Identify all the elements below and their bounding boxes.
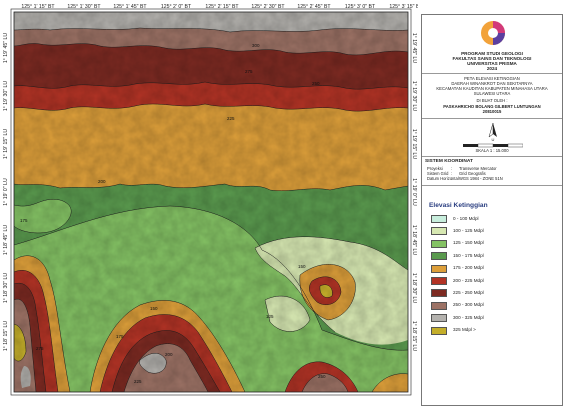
legend-swatch [431, 215, 447, 223]
map-neatline [13, 11, 409, 393]
contour-label: 125 [266, 314, 274, 319]
legend-swatch [431, 239, 447, 248]
legend-label: 125 - 150 Mdpl [453, 240, 484, 246]
contour-label: 300 [252, 43, 260, 48]
legend-label: 225 - 250 Mdpl [453, 289, 484, 295]
right-tick-label: 1° 19' 0" LU [411, 178, 417, 206]
map-title-line-4: SULAWESI UTARA [473, 91, 511, 96]
scale-text: SKALA 1 : 15.000 [475, 148, 509, 153]
north-label: U [492, 137, 495, 141]
left-tick-label: 1° 18' 45" LU [3, 225, 9, 256]
contour-label: 250 [318, 374, 326, 379]
contour-label: 175 [116, 334, 124, 339]
coord-row: Datum Horizontal: WGS 1984 - ZONE 51N [427, 176, 503, 181]
legend-swatch [431, 227, 447, 236]
top-tick-label: 125° 2' 15" BT [205, 4, 239, 10]
student-id: 20810015 [482, 109, 502, 114]
legend-swatch [431, 289, 447, 298]
right-tick-label: 1° 19' 15" LU [411, 129, 417, 160]
top-tick-label: 125° 1' 30" BT [67, 4, 101, 10]
map-title-line-1: PETA ELEVASI KETINGGIAN [464, 76, 520, 81]
elevation-map: 300 275 250 225 200 175 150 125 150 175 … [3, 4, 418, 396]
right-coordinate-ticks: 1° 19' 45" LU 1° 19' 30" LU 1° 19' 15" LU 1… [411, 33, 417, 352]
contour-label: 275 [36, 346, 44, 351]
contour-label: 225 [134, 379, 142, 384]
institution-line-2: FAKULTAS SAINS DAN TEKNOLOGI [452, 56, 532, 61]
legend-label: 0 - 100 Mdpl [453, 215, 479, 221]
legend-label: 300 - 325 Mdpl [453, 314, 484, 320]
legend-title: Elevasi Ketinggian [429, 202, 488, 209]
right-tick-label: 1° 18' 30" LU [411, 273, 417, 304]
legend-swatch [431, 314, 447, 323]
legend-label: 100 - 125 Mdpl [453, 227, 484, 233]
map-border [10, 8, 412, 396]
contour-label: 150 [298, 264, 306, 269]
legend-swatch [431, 277, 447, 285]
institution-line-3: UNIVERSITAS PRISMA [467, 61, 517, 66]
legend-label: 175 - 200 Mdpl [453, 265, 484, 271]
divider [422, 73, 562, 74]
top-tick-label: 125° 2' 45" BT [297, 4, 331, 10]
elevation-fill [14, 12, 408, 392]
legend-label: 325 Mdpl > [453, 327, 476, 333]
left-coordinate-ticks: 1° 19' 45" LU 1° 19' 30" LU 1° 19' 15" LU 1… [3, 33, 9, 352]
scale-bar [463, 143, 523, 148]
left-tick-label: 1° 18' 15" LU [3, 321, 9, 352]
legend-label: 250 - 300 Mdpl [453, 302, 484, 308]
map-info-panel: PROGRAM STUDI GEOLOGI FAKULTAS SAINS DAN… [421, 14, 563, 406]
north-arrow-icon: U [488, 122, 497, 141]
left-tick-label: 1° 19' 45" LU [3, 33, 9, 64]
legend-swatch [431, 264, 447, 273]
top-tick-label: 125° 3' 15" BT [389, 4, 418, 10]
divider [422, 118, 562, 119]
contour-label: 150 [150, 306, 158, 311]
legend-label: 200 - 225 Mdpl [453, 277, 484, 283]
coord-row-value: Transverse Mercator [459, 166, 497, 171]
contour-labels: 300 275 250 225 200 175 150 125 150 175 … [20, 43, 326, 384]
coord-row-value: Grid Geografis [459, 171, 486, 176]
left-tick-label: 1° 18' 30" LU [3, 273, 9, 304]
map-canvas: 300 275 250 225 200 175 150 125 150 175 … [3, 4, 418, 396]
coord-row-label: Sistem Grid [427, 171, 449, 176]
top-tick-label: 125° 2' 0" BT [161, 4, 192, 10]
legend-swatch [431, 252, 447, 261]
coord-row: Proyeksi: Transverse Mercator [427, 166, 497, 171]
university-logo [481, 21, 505, 45]
top-tick-label: 125° 2' 30" BT [251, 4, 285, 10]
right-tick-label: 1° 19' 45" LU [411, 33, 417, 64]
contour-label: 250 [312, 81, 320, 86]
right-tick-label: 1° 18' 45" LU [411, 225, 417, 256]
legend-swatch [431, 301, 447, 310]
contour-label: 200 [98, 179, 106, 184]
coord-row-value: WGS 1984 - ZONE 51N [459, 176, 503, 181]
top-tick-label: 125° 1' 45" BT [113, 4, 147, 10]
map-title-line-2: DAERAH WINANKROT DAN SEKITARNYA [451, 81, 533, 86]
coord-system-title: SISTEM KOORDINAT [425, 159, 473, 164]
institution-line-1: PROGRAM STUDI GEOLOGI [461, 51, 523, 56]
contour-label: 225 [227, 116, 235, 121]
contour-label: 175 [20, 218, 28, 223]
coord-row-label: Datum Horizontal [427, 176, 459, 181]
legend-swatch [431, 326, 447, 335]
author-name: PASKAHRICHO BOLANG GILBERT LUNTUNGAN [443, 104, 541, 109]
divider [422, 156, 562, 157]
legend-label: 150 - 175 Mdpl [453, 252, 484, 258]
contour-label: 200 [165, 352, 173, 357]
left-tick-label: 1° 19' 30" LU [3, 81, 9, 112]
left-tick-label: 1° 19' 15" LU [3, 129, 9, 160]
left-tick-label: 1° 19' 0" LU [3, 178, 9, 206]
divider [422, 185, 562, 186]
right-tick-label: 1° 19' 30" LU [411, 81, 417, 112]
institution-year: 2024 [486, 66, 498, 71]
map-title-line-3: KECAMATAN KAUDITAN KABUPATEN MINAHASA UT… [436, 86, 548, 91]
top-tick-label: 125° 1' 15" BT [21, 4, 55, 10]
right-tick-label: 1° 18' 15" LU [411, 321, 417, 352]
top-tick-label: 125° 3' 0" BT [345, 4, 376, 10]
coord-row: Sistem Grid: Grid Geografis [427, 171, 486, 176]
coord-row-label: Proyeksi [427, 166, 443, 171]
made-by-label: DI BUAT OLEH : [476, 98, 508, 103]
contour-label: 275 [245, 69, 253, 74]
top-coordinate-ticks: 125° 1' 15" BT 125° 1' 30" BT 125° 1' 45" … [21, 4, 418, 10]
